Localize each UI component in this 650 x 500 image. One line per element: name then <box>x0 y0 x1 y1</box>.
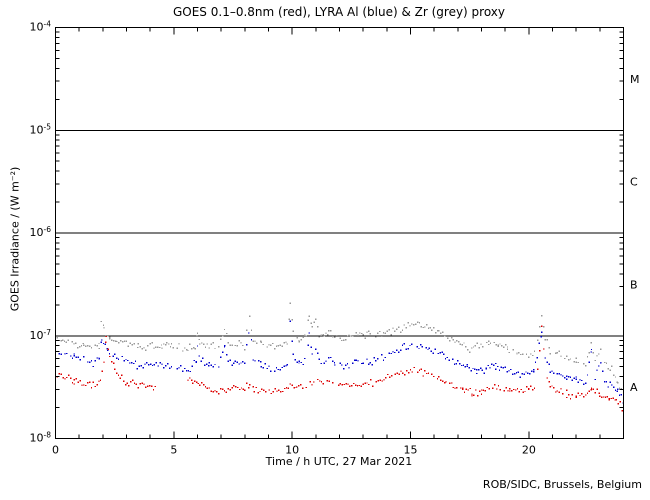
x-tick-label: 5 <box>170 444 177 457</box>
x-axis-ticks <box>55 27 624 439</box>
chart-title: GOES 0.1–0.8nm (red), LYRA Al (blue) & Z… <box>172 5 506 19</box>
series-lyra-al-blue <box>54 320 625 404</box>
y-tick-label: 10-4 <box>30 20 52 34</box>
x-tick-label: 10 <box>285 444 299 457</box>
x-tick-label: 15 <box>404 444 418 457</box>
flare-class-label-c: C <box>630 176 638 189</box>
y-axis-ticks <box>55 27 624 439</box>
y-tick-label: 10-6 <box>30 225 52 239</box>
y-tick-label: 10-8 <box>30 431 52 445</box>
y-tick-label: 10-5 <box>30 122 52 136</box>
attribution: ROB/SIDC, Brussels, Belgium <box>482 478 642 491</box>
flare-class-label-a: A <box>630 381 638 394</box>
x-axis-label: Time / h UTC, 27 Mar 2021 <box>265 455 413 468</box>
y-tick-label: 10-7 <box>30 328 52 342</box>
series-zr-grey <box>54 302 625 395</box>
x-tick-label: 20 <box>522 444 536 457</box>
x-tick-label: 0 <box>52 444 59 457</box>
series-goes-red <box>54 325 625 412</box>
flare-class-label-m: M <box>630 73 640 86</box>
flare-class-label-b: B <box>630 278 638 291</box>
y-axis-label: GOES Irradiance / (W m⁻²) <box>8 166 22 312</box>
